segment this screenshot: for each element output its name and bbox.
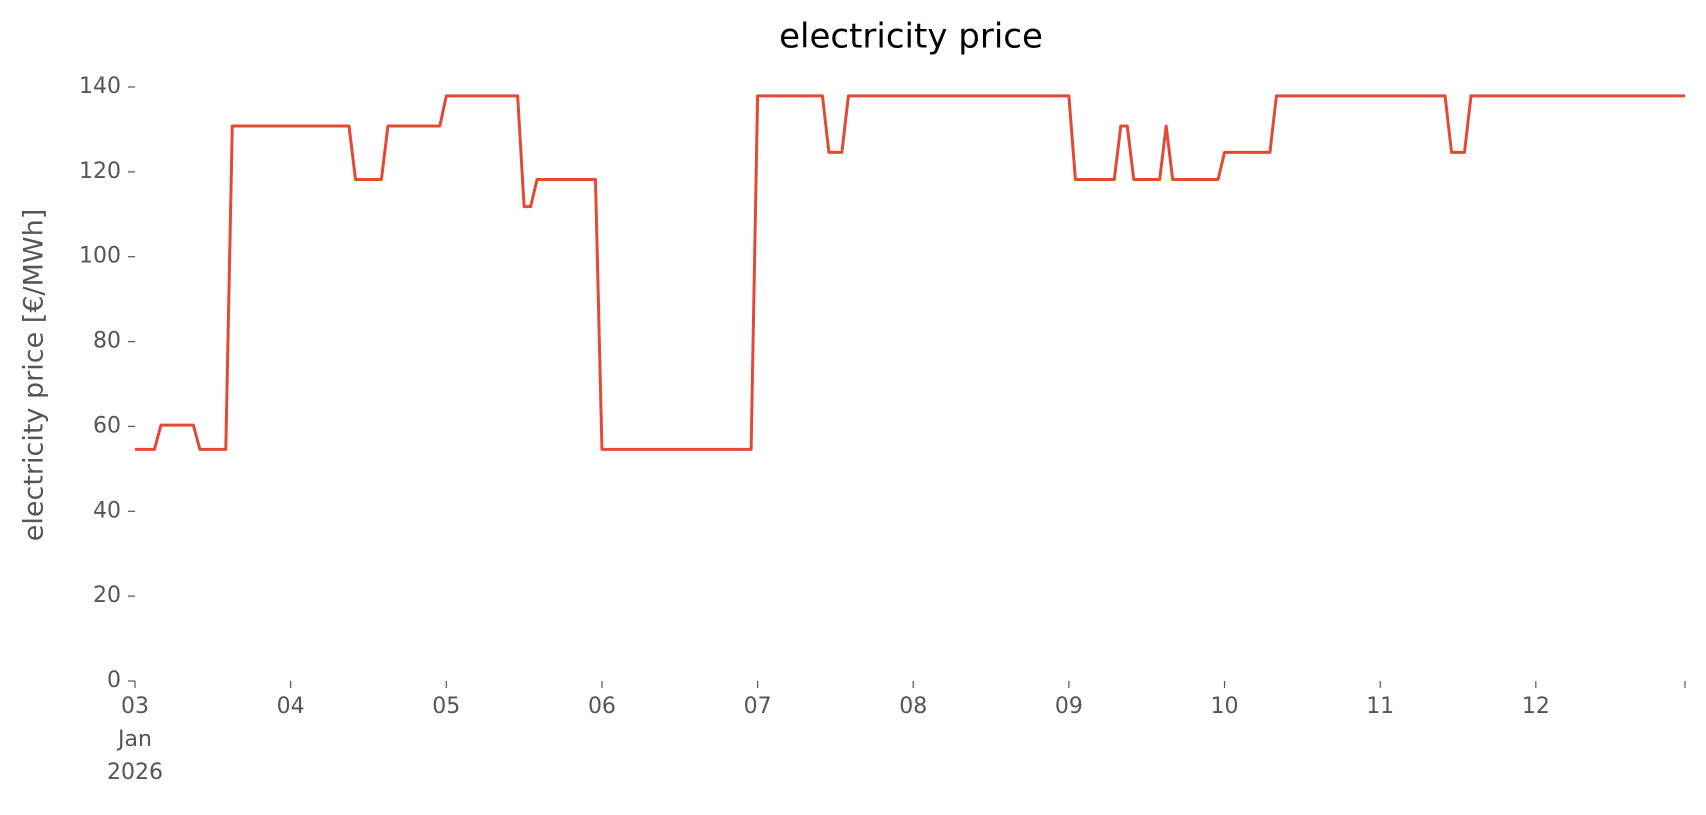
y-tick-label: 60	[93, 413, 121, 438]
y-tick-label: 120	[79, 159, 121, 184]
chart-title: electricity price	[779, 17, 1043, 57]
y-tick-label: 140	[79, 74, 121, 99]
x-tick-label: 08	[899, 694, 927, 719]
x-tick-label: 07	[744, 694, 772, 719]
y-tick-label: 20	[93, 583, 121, 608]
x-tick-label: 05	[432, 694, 460, 719]
x-tick-label: 09	[1055, 694, 1083, 719]
y-tick-label: 0	[107, 668, 121, 693]
x-tick-label: 11	[1366, 694, 1394, 719]
x-tick-label: 03 Jan 2026	[107, 694, 163, 785]
y-tick-label: 40	[93, 498, 121, 523]
y-tick-label: 80	[93, 329, 121, 354]
x-tick-label: 10	[1211, 694, 1239, 719]
y-tick-label: 100	[79, 244, 121, 269]
x-tick-label: 04	[277, 694, 305, 719]
price-line	[135, 94, 1685, 451]
y-axis-label: electricity price [€/MWh]	[19, 209, 50, 541]
x-tick-label: 12	[1522, 694, 1550, 719]
x-tick-label: 06	[588, 694, 616, 719]
